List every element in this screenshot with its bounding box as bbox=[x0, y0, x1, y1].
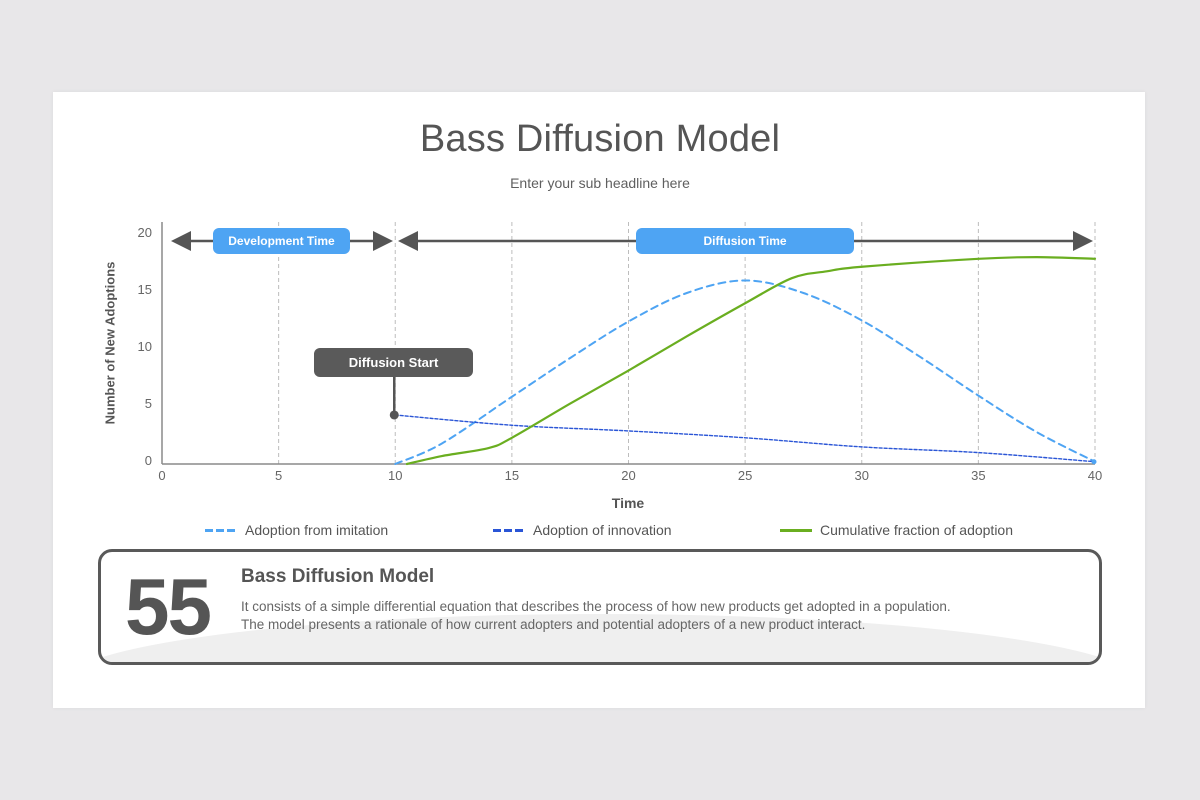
y-axis-title: Number of New Adoptions bbox=[102, 261, 118, 425]
x-axis-title: Time bbox=[611, 495, 645, 511]
info-description: It consists of a simple differential equ… bbox=[241, 598, 1081, 634]
solid-line-swatch-icon bbox=[780, 528, 812, 532]
x-tick-label: 10 bbox=[388, 468, 403, 483]
legend-item-imitation: Adoption from imitation bbox=[205, 522, 388, 538]
y-tick-label: 0 bbox=[144, 453, 152, 468]
y-tick-label: 15 bbox=[137, 282, 152, 297]
y-tick-label: 5 bbox=[144, 396, 152, 411]
x-tick-label: 40 bbox=[1087, 468, 1103, 483]
y-tick-label: 10 bbox=[137, 339, 152, 354]
y-tick-label: 20 bbox=[137, 225, 152, 240]
diffusion-time-label: Diffusion Time bbox=[636, 228, 854, 254]
legend-label: Adoption from imitation bbox=[245, 522, 389, 538]
series-line-0 bbox=[394, 279, 1096, 465]
chart-legend: Adoption from imitation Adoption of inno… bbox=[0, 522, 1200, 540]
dotted-line-swatch-icon bbox=[493, 528, 525, 532]
info-title: Bass Diffusion Model bbox=[241, 566, 435, 587]
page-subtitle: Enter your sub headline here bbox=[510, 175, 690, 191]
big-number: 55 bbox=[125, 562, 212, 651]
info-description-line-1: It consists of a simple differential equ… bbox=[241, 599, 951, 614]
x-tick-label: 0 bbox=[158, 468, 166, 483]
diffusion-start-callout: Diffusion Start bbox=[314, 348, 473, 377]
development-time-label: Development Time bbox=[213, 228, 350, 254]
series-end-dot-icon bbox=[1091, 459, 1097, 465]
info-description-line-2: The model presents a rationale of how cu… bbox=[241, 617, 866, 632]
x-tick-label: 30 bbox=[854, 468, 869, 483]
series-line-2 bbox=[405, 255, 1097, 466]
series-line-1 bbox=[394, 414, 1096, 463]
legend-label: Adoption of innovation bbox=[533, 522, 672, 538]
legend-item-innovation: Adoption of innovation bbox=[493, 522, 672, 538]
page-title: Bass Diffusion Model bbox=[419, 118, 781, 160]
dashed-line-swatch-icon bbox=[205, 528, 237, 532]
legend-item-cumulative: Cumulative fraction of adoption bbox=[780, 522, 1013, 538]
x-tick-label: 25 bbox=[737, 468, 753, 483]
legend-label: Cumulative fraction of adoption bbox=[820, 522, 1013, 538]
x-tick-label: 5 bbox=[275, 468, 283, 483]
info-box: 55 Bass Diffusion Model It consists of a… bbox=[98, 549, 1102, 665]
x-tick-label: 20 bbox=[621, 468, 636, 483]
diffusion-start-dot-icon bbox=[389, 410, 399, 420]
x-tick-label: 35 bbox=[971, 468, 986, 483]
x-tick-label: 15 bbox=[504, 468, 520, 483]
